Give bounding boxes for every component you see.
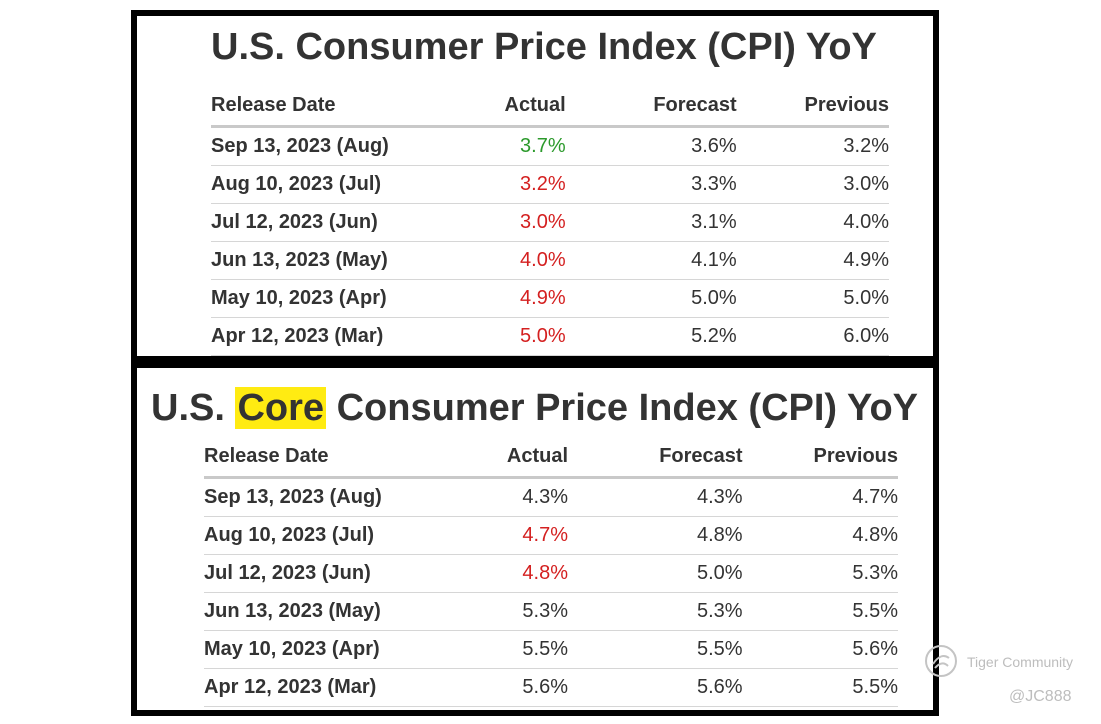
table-row: Sep 13, 2023 (Aug) 3.7% 3.6% 3.2%: [211, 126, 889, 166]
header-release-date: Release Date: [211, 85, 491, 128]
table-row: Aug 10, 2023 (Jul) 4.7% 4.8% 4.8%: [204, 516, 898, 555]
headline-cpi-panel: U.S. Consumer Price Index (CPI) YoY Rele…: [131, 10, 939, 362]
header-previous: Previous: [742, 436, 898, 479]
table-row: May 10, 2023 (Apr) 5.5% 5.5% 5.6%: [204, 630, 898, 669]
previous-cell: 4.8%: [742, 516, 898, 555]
table-header-row: Release Date Actual Forecast Previous: [211, 85, 889, 128]
actual-cell: 4.3%: [489, 477, 569, 517]
previous-cell: 4.9%: [736, 241, 889, 280]
tiger-logo-icon: [925, 645, 957, 677]
actual-cell: 3.2%: [490, 165, 566, 204]
actual-cell: 5.3%: [489, 592, 569, 631]
header-forecast: Forecast: [568, 436, 743, 479]
actual-cell: 4.0%: [490, 241, 566, 280]
forecast-cell: 5.0%: [568, 554, 743, 593]
header-release-date: Release Date: [204, 436, 490, 479]
actual-cell: 3.0%: [490, 203, 566, 242]
forecast-cell: 5.2%: [565, 317, 737, 356]
headline-cpi-title: U.S. Consumer Price Index (CPI) YoY: [211, 26, 877, 68]
headline-cpi-table: Release Date Actual Forecast Previous Se…: [211, 85, 889, 356]
actual-cell: 4.7%: [489, 516, 569, 555]
forecast-cell: 4.1%: [565, 241, 737, 280]
previous-cell: 3.2%: [736, 126, 889, 166]
table-row: Jul 12, 2023 (Jun) 3.0% 3.1% 4.0%: [211, 203, 889, 242]
core-cpi-title-prefix: U.S.: [151, 387, 225, 429]
release-date-cell: Apr 12, 2023 (Mar): [211, 317, 491, 356]
table-row: Jul 12, 2023 (Jun) 4.8% 5.0% 5.3%: [204, 554, 898, 593]
actual-cell: 4.8%: [489, 554, 569, 593]
table-row: Jun 13, 2023 (May) 4.0% 4.1% 4.9%: [211, 241, 889, 280]
forecast-cell: 5.0%: [565, 279, 737, 318]
core-cpi-panel: U.S. Core Consumer Price Index (CPI) YoY…: [131, 362, 939, 716]
release-date-cell: Sep 13, 2023 (Aug): [204, 477, 490, 517]
previous-cell: 5.6%: [742, 630, 898, 669]
previous-cell: 5.5%: [742, 668, 898, 707]
table-row: May 10, 2023 (Apr) 4.9% 5.0% 5.0%: [211, 279, 889, 318]
actual-cell: 5.6%: [489, 668, 569, 707]
release-date-cell: Sep 13, 2023 (Aug): [211, 126, 491, 166]
actual-cell: 5.0%: [490, 317, 566, 356]
forecast-cell: 3.6%: [565, 126, 737, 166]
table-header-row: Release Date Actual Forecast Previous: [204, 436, 898, 479]
watermark-text: Tiger Community: [967, 654, 1074, 670]
forecast-cell: 3.1%: [565, 203, 737, 242]
previous-cell: 3.0%: [736, 165, 889, 204]
release-date-cell: May 10, 2023 (Apr): [204, 630, 490, 669]
release-date-cell: Jun 13, 2023 (May): [211, 241, 491, 280]
previous-cell: 6.0%: [736, 317, 889, 356]
release-date-cell: Aug 10, 2023 (Jul): [211, 165, 491, 204]
actual-cell: 3.7%: [490, 126, 566, 166]
table-row: Sep 13, 2023 (Aug) 4.3% 4.3% 4.7%: [204, 477, 898, 517]
actual-cell: 4.9%: [490, 279, 566, 318]
forecast-cell: 5.3%: [568, 592, 743, 631]
forecast-cell: 5.6%: [568, 668, 743, 707]
previous-cell: 5.5%: [742, 592, 898, 631]
forecast-cell: 4.8%: [568, 516, 743, 555]
forecast-cell: 4.3%: [568, 477, 743, 517]
previous-cell: 5.3%: [742, 554, 898, 593]
watermark-user: @JC888: [1009, 688, 1072, 705]
release-date-cell: Apr 12, 2023 (Mar): [204, 668, 490, 707]
header-forecast: Forecast: [565, 85, 737, 128]
core-cpi-table: Release Date Actual Forecast Previous Se…: [204, 436, 898, 707]
previous-cell: 4.7%: [742, 477, 898, 517]
header-actual: Actual: [490, 85, 566, 128]
previous-cell: 5.0%: [736, 279, 889, 318]
core-cpi-title: U.S. Core Consumer Price Index (CPI) YoY: [151, 385, 918, 431]
core-cpi-title-suffix: Consumer Price Index (CPI) YoY: [336, 387, 919, 429]
actual-cell: 5.5%: [489, 630, 569, 669]
header-actual: Actual: [489, 436, 569, 479]
table-row: Apr 12, 2023 (Mar) 5.0% 5.2% 6.0%: [211, 317, 889, 356]
core-cpi-title-highlight: Core: [235, 387, 327, 429]
release-date-cell: May 10, 2023 (Apr): [211, 279, 491, 318]
header-previous: Previous: [736, 85, 889, 128]
previous-cell: 4.0%: [736, 203, 889, 242]
release-date-cell: Jul 12, 2023 (Jun): [211, 203, 491, 242]
release-date-cell: Aug 10, 2023 (Jul): [204, 516, 490, 555]
table-row: Jun 13, 2023 (May) 5.3% 5.3% 5.5%: [204, 592, 898, 631]
release-date-cell: Jul 12, 2023 (Jun): [204, 554, 490, 593]
forecast-cell: 5.5%: [568, 630, 743, 669]
table-row: Aug 10, 2023 (Jul) 3.2% 3.3% 3.0%: [211, 165, 889, 204]
release-date-cell: Jun 13, 2023 (May): [204, 592, 490, 631]
forecast-cell: 3.3%: [565, 165, 737, 204]
table-row: Apr 12, 2023 (Mar) 5.6% 5.6% 5.5%: [204, 668, 898, 707]
